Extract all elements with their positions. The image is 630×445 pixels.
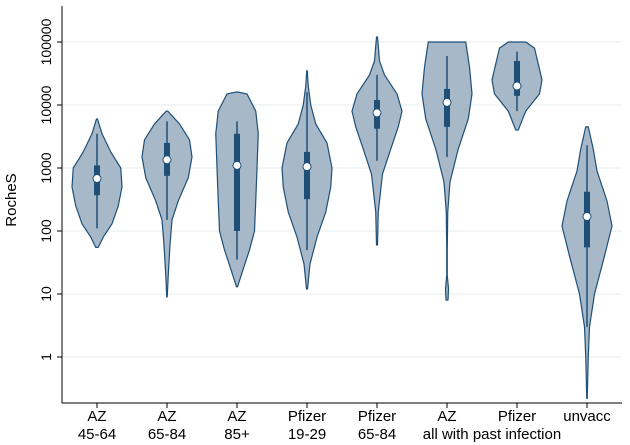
- violin-median-marker: [162, 155, 172, 165]
- violin-layer: [71, 36, 613, 400]
- violin-median-marker: [232, 160, 242, 170]
- y-tick-label: 100: [38, 219, 54, 243]
- x-category-label-line1: AZ: [157, 408, 176, 425]
- y-tick-layer: 1 10 100 1000 10000 100000: [38, 18, 62, 361]
- violin-iqr-box: [304, 151, 310, 200]
- violin-median-marker: [442, 97, 452, 107]
- y-tick-label: 10000: [38, 85, 54, 124]
- violin-median-marker: [582, 211, 592, 221]
- violin-median-marker: [302, 162, 312, 172]
- x-category-label-line1: Pfizer: [498, 408, 536, 425]
- x-category-label-line2: 85+: [224, 426, 250, 443]
- violin-iqr-box: [234, 133, 240, 231]
- violin-median-marker: [512, 81, 522, 91]
- violin-iqr-box: [514, 60, 520, 96]
- y-tick-label: 100000: [38, 18, 54, 65]
- y-tick-label: 1000: [38, 152, 54, 183]
- y-tick-label: 1: [38, 353, 54, 361]
- y-tick-label: 10: [38, 286, 54, 302]
- violin-iqr-box: [444, 88, 450, 127]
- x-category-label-line1: unvacc: [563, 408, 611, 425]
- x-category-labels: AZ45-64AZ65-84AZ85+Pfizer19-29Pfizer65-8…: [78, 403, 611, 443]
- x-category-label-line2: 65-84: [358, 426, 396, 443]
- violin-shape: [421, 41, 473, 301]
- x-category-label-line2: 45-64: [78, 426, 116, 443]
- x-category-label-line2: 65-84: [148, 426, 186, 443]
- x-category-label-line1: Pfizer: [358, 408, 396, 425]
- x-category-label-line1: AZ: [227, 408, 246, 425]
- x-category-label-line1: AZ: [437, 408, 456, 425]
- x-category-label-line1: AZ: [87, 408, 106, 425]
- violin-median-marker: [92, 174, 102, 184]
- y-axis-title: RocheS: [3, 173, 20, 226]
- group-label: all with past infection: [423, 426, 561, 443]
- x-category-label-line2: 19-29: [288, 426, 326, 443]
- violin-median-marker: [372, 108, 382, 118]
- x-category-label-line1: Pfizer: [288, 408, 326, 425]
